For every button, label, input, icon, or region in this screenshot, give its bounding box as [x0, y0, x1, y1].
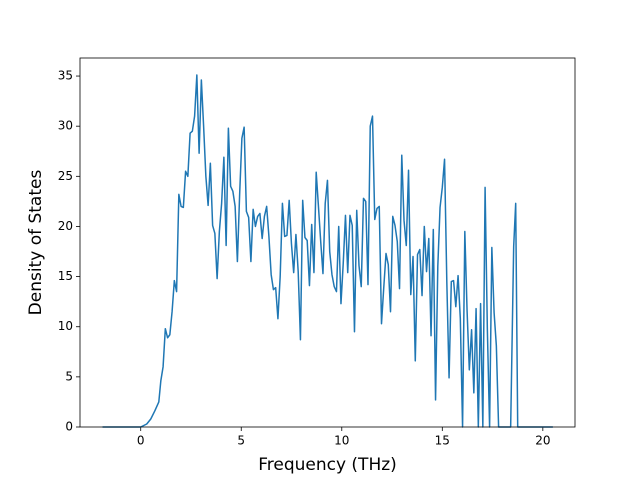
y-axis-label: Density of States	[26, 170, 46, 316]
plot-frame	[79, 57, 576, 428]
x-tick-label: 10	[334, 434, 349, 448]
y-tick-label: 10	[58, 319, 73, 333]
x-axis-label: Frequency (THz)	[258, 455, 397, 475]
y-tick-label: 25	[58, 169, 73, 183]
y-tick-label: 5	[65, 369, 73, 383]
y-tick-label: 20	[58, 219, 73, 233]
y-tick-label: 0	[65, 420, 73, 434]
x-tick-label: 15	[435, 434, 450, 448]
y-tick-label: 35	[58, 69, 73, 83]
data-line	[102, 74, 553, 428]
x-tick-label: 20	[535, 434, 550, 448]
y-tick-label: 30	[58, 119, 73, 133]
y-tick-label: 15	[58, 269, 73, 283]
x-tick-label: 5	[237, 434, 245, 448]
x-tick-label: 0	[137, 434, 145, 448]
